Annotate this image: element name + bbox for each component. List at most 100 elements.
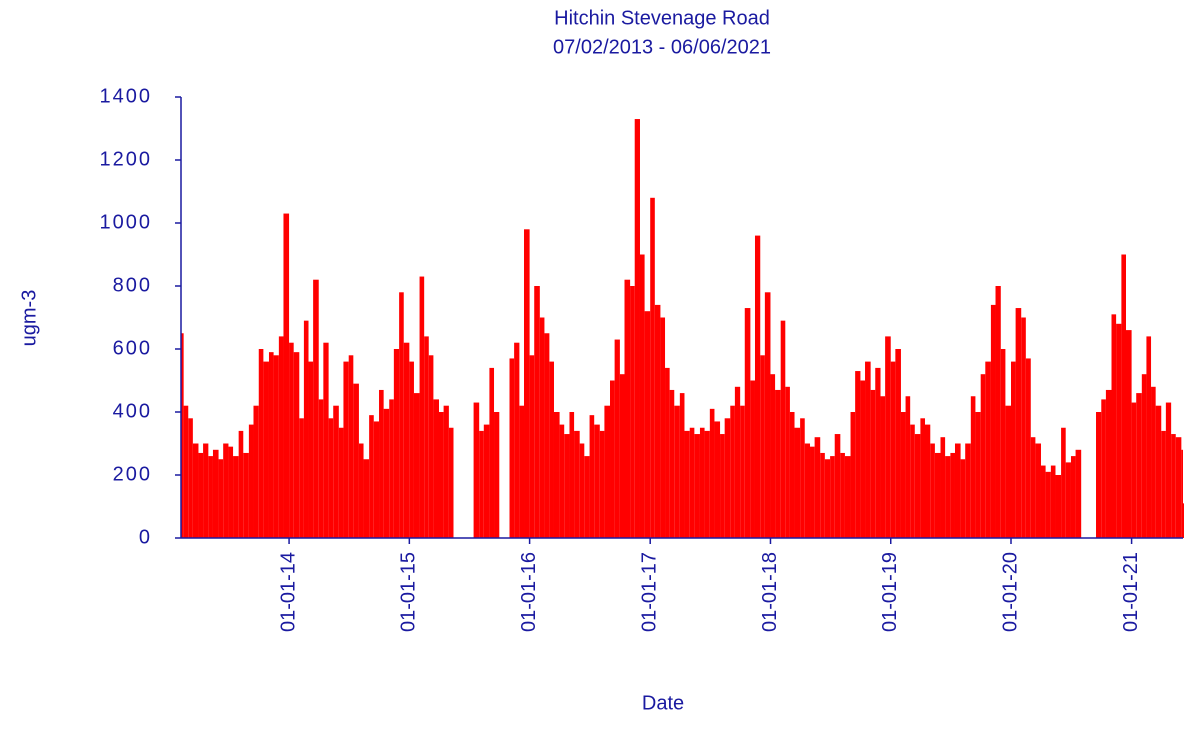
bar xyxy=(910,424,915,538)
bar xyxy=(660,317,666,538)
x-tick-label: 01-01-19 xyxy=(879,552,901,632)
bar xyxy=(473,402,480,538)
y-tick-label: 600 xyxy=(113,337,152,359)
bar xyxy=(1011,361,1016,538)
bar xyxy=(569,412,575,538)
bar xyxy=(559,424,565,538)
bar xyxy=(308,361,314,538)
bar xyxy=(740,405,745,538)
bar xyxy=(253,405,259,538)
bar xyxy=(940,437,946,538)
bar xyxy=(895,349,901,538)
bar xyxy=(183,405,189,538)
bar xyxy=(313,279,319,538)
bar xyxy=(1050,465,1056,538)
bar xyxy=(413,393,420,538)
bar xyxy=(198,452,204,538)
bar xyxy=(228,446,234,538)
bar xyxy=(594,424,600,538)
bar xyxy=(299,418,304,538)
bar xyxy=(824,459,831,538)
bar xyxy=(870,389,876,538)
bar xyxy=(263,361,269,538)
bar xyxy=(539,317,545,538)
bar xyxy=(203,443,209,538)
x-tick-label: 01-01-15 xyxy=(398,552,420,632)
bar xyxy=(373,421,380,538)
bar xyxy=(1121,254,1126,538)
bar xyxy=(238,430,244,538)
bar xyxy=(1030,437,1036,538)
bar xyxy=(855,371,861,538)
x-tick-label: 01-01-21 xyxy=(1120,552,1142,632)
bar xyxy=(724,418,731,538)
bar xyxy=(338,427,344,538)
bar xyxy=(258,349,264,538)
bar xyxy=(980,374,986,538)
bar xyxy=(318,399,324,538)
bar xyxy=(1096,412,1102,538)
bar xyxy=(393,349,400,538)
bar xyxy=(248,424,254,538)
bar xyxy=(433,399,439,538)
bar xyxy=(1061,427,1066,538)
bar xyxy=(954,443,961,538)
bar xyxy=(524,229,530,539)
bar xyxy=(950,452,955,538)
bar xyxy=(428,355,434,538)
bar xyxy=(273,355,279,538)
bar xyxy=(509,358,515,538)
bar xyxy=(448,427,454,538)
bar xyxy=(233,456,239,538)
bar xyxy=(619,374,625,538)
bar xyxy=(644,311,651,538)
bar xyxy=(654,304,661,538)
bar xyxy=(1070,456,1076,538)
bar xyxy=(223,443,229,538)
bar xyxy=(844,456,851,538)
bar xyxy=(814,437,821,538)
bar xyxy=(1131,402,1137,538)
bar xyxy=(1000,349,1006,538)
bar xyxy=(694,434,700,538)
bar xyxy=(614,339,620,538)
bar xyxy=(674,405,680,538)
bar xyxy=(1045,471,1051,538)
bar xyxy=(369,415,374,538)
bar xyxy=(770,374,776,538)
y-axis-label: ugm-3 xyxy=(18,290,40,347)
bar xyxy=(348,355,354,538)
bar xyxy=(1015,308,1022,538)
bar xyxy=(965,443,971,538)
bar xyxy=(549,361,554,538)
bar xyxy=(699,427,705,538)
bar xyxy=(1171,434,1176,538)
bar xyxy=(399,292,404,538)
bar xyxy=(995,286,1001,538)
bar xyxy=(960,459,966,538)
bar xyxy=(483,424,490,538)
bar xyxy=(529,355,535,538)
bar xyxy=(1116,323,1122,538)
bar xyxy=(494,412,500,538)
bar xyxy=(1105,389,1112,538)
bar xyxy=(720,434,725,538)
y-tick-label: 0 xyxy=(139,526,152,548)
bar xyxy=(780,320,786,538)
bar xyxy=(278,336,284,538)
bar xyxy=(934,452,941,538)
bar xyxy=(283,213,290,539)
bar xyxy=(775,389,781,538)
bar xyxy=(975,412,981,538)
bar xyxy=(1165,402,1172,538)
bar xyxy=(665,367,670,538)
bar xyxy=(754,235,761,538)
y-tick-label: 200 xyxy=(113,463,152,485)
bar xyxy=(689,427,695,538)
bar xyxy=(810,446,815,538)
bar xyxy=(1141,374,1147,538)
bar xyxy=(599,430,605,538)
bar xyxy=(760,355,765,538)
bar xyxy=(785,386,790,538)
